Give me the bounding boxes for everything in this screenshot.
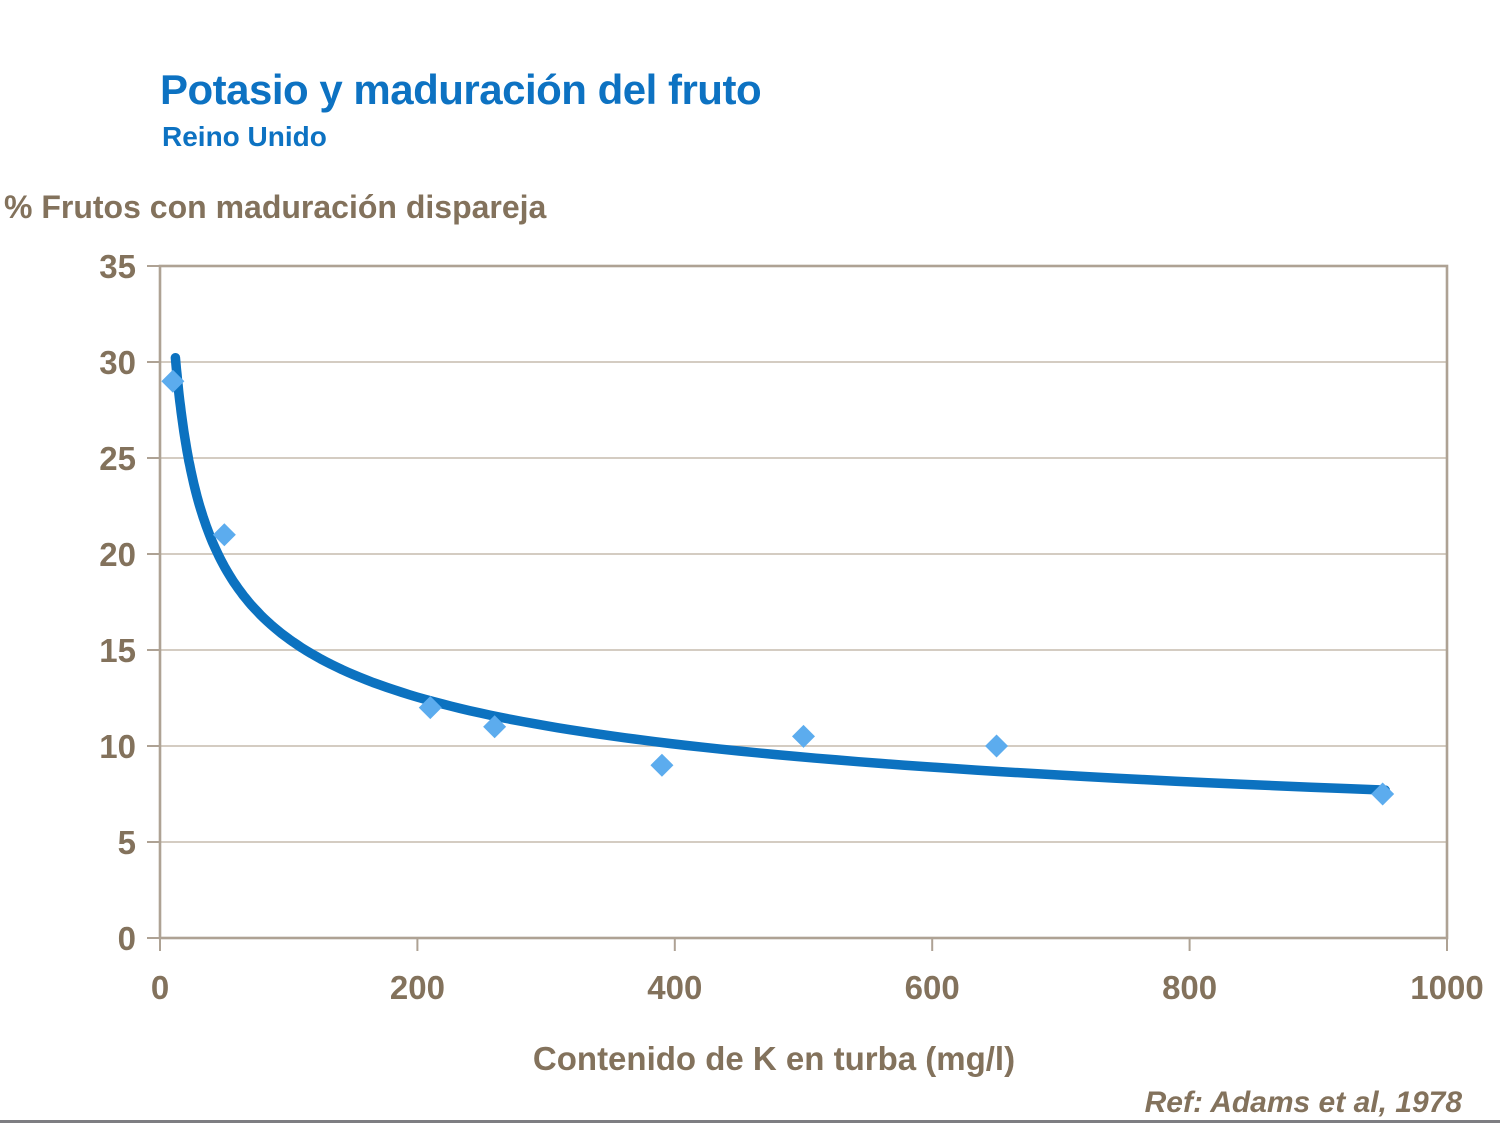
data-point-diamond bbox=[650, 753, 674, 777]
y-tick-label: 0 bbox=[118, 920, 136, 957]
y-tick-label: 5 bbox=[118, 824, 136, 861]
x-tick-label: 600 bbox=[905, 969, 960, 1006]
data-point-diamond bbox=[161, 369, 185, 393]
data-point-diamond bbox=[1371, 782, 1395, 806]
plot-border bbox=[158, 264, 1449, 940]
data-point-diamond bbox=[792, 724, 815, 748]
page-subtitle: Reino Unido bbox=[162, 121, 327, 152]
data-point-diamond bbox=[212, 523, 236, 547]
x-tick-label: 400 bbox=[647, 969, 702, 1006]
y-tick-label: 20 bbox=[99, 536, 136, 573]
data-point-diamond bbox=[483, 715, 507, 739]
y-tick-label: 10 bbox=[99, 728, 136, 765]
reference-citation: Ref: Adams et al, 1978 bbox=[1144, 1086, 1462, 1119]
x-tick-label: 1000 bbox=[1410, 969, 1483, 1006]
data-point-diamond bbox=[985, 734, 1009, 758]
bottom-divider bbox=[0, 1120, 1500, 1123]
trend-curve bbox=[170, 352, 1390, 795]
y-tick-label: 30 bbox=[99, 344, 136, 381]
x-axis-label: Contenido de K en turba (mg/l) bbox=[532, 1040, 1016, 1077]
x-tick-label: 0 bbox=[151, 969, 169, 1006]
x-tick-label: 800 bbox=[1162, 969, 1217, 1006]
page-title: Potasio y maduración del fruto bbox=[160, 66, 762, 113]
x-tick-label: 200 bbox=[390, 969, 445, 1006]
y-tick-label: 25 bbox=[99, 440, 136, 477]
y-tick-label: 35 bbox=[99, 248, 136, 285]
y-axis-label: % Frutos con maduración dispareja bbox=[4, 189, 547, 225]
y-tick-label: 15 bbox=[99, 632, 136, 669]
data-point-diamond bbox=[418, 696, 442, 720]
